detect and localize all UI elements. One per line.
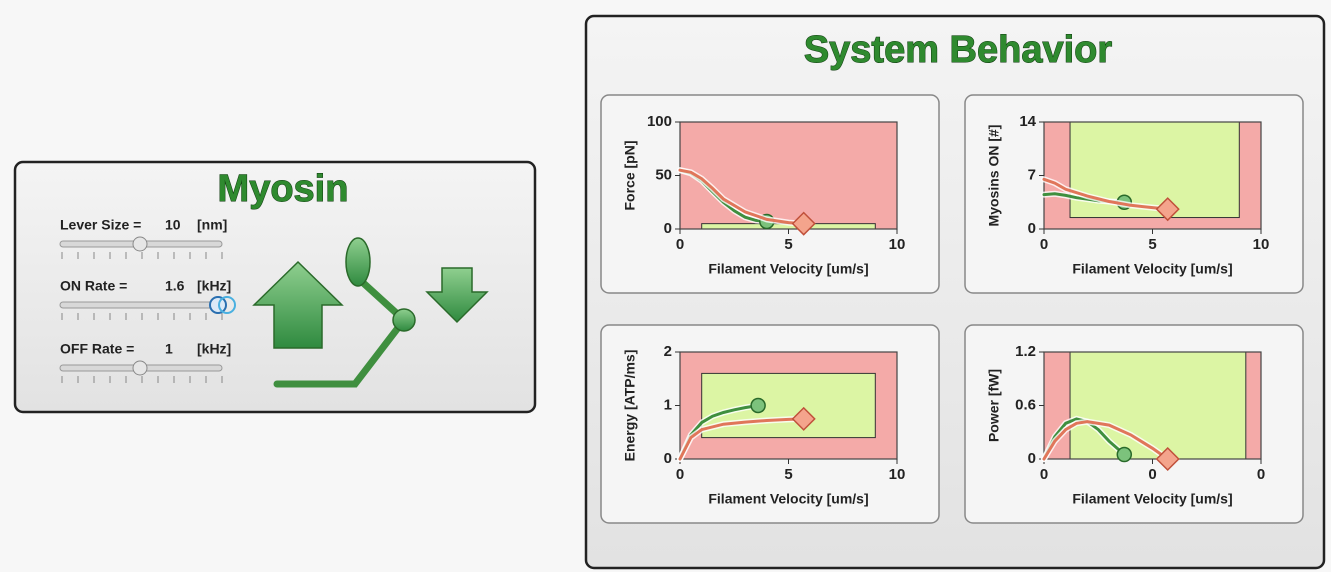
x-tick-label: 10 <box>889 236 906 253</box>
y-axis-title: Power [fW] <box>986 369 1002 442</box>
x-tick-label: 0 <box>1148 466 1156 483</box>
plot-background <box>680 122 897 229</box>
y-tick-label: 100 <box>647 113 672 130</box>
x-tick-label: 5 <box>784 236 792 253</box>
page: Myosin Lever Size =10[nm]ON Rate =1.6[kH… <box>0 0 1331 572</box>
x-tick-label: 0 <box>676 466 684 483</box>
y-tick-label: 1 <box>664 396 672 413</box>
control-label: OFF Rate = <box>60 341 134 357</box>
y-axis-title: Energy [ATP/ms] <box>622 350 638 462</box>
control-unit: [nm] <box>197 217 227 233</box>
x-axis-title: Filament Velocity [um/s] <box>1072 491 1232 507</box>
slider-knob[interactable] <box>133 237 147 251</box>
x-tick-label: 5 <box>1148 236 1156 253</box>
control-unit: [kHz] <box>197 341 231 357</box>
y-tick-label: 50 <box>655 166 672 183</box>
y-axis-title: Myosins ON [#] <box>986 125 1002 227</box>
control-label: ON Rate = <box>60 278 127 294</box>
target-region <box>1070 352 1246 459</box>
control-unit: [kHz] <box>197 278 231 294</box>
slider-track <box>60 302 222 308</box>
y-tick-label: 0 <box>664 220 672 237</box>
x-tick-label: 0 <box>676 236 684 253</box>
lever-joint <box>393 309 415 331</box>
system-title: System Behavior <box>804 29 1113 71</box>
end-marker <box>1117 448 1131 462</box>
y-tick-label: 0 <box>664 450 672 467</box>
screen: Myosin Lever Size =10[nm]ON Rate =1.6[kH… <box>0 0 1331 572</box>
control-value: 1 <box>165 341 173 357</box>
x-tick-label: 10 <box>1253 236 1270 253</box>
x-axis-title: Filament Velocity [um/s] <box>708 491 868 507</box>
control-value: 10 <box>165 217 181 233</box>
y-tick-label: 14 <box>1019 113 1036 130</box>
slider-knob[interactable] <box>133 361 147 375</box>
x-axis-title: Filament Velocity [um/s] <box>1072 261 1232 277</box>
x-axis-title: Filament Velocity [um/s] <box>708 261 868 277</box>
myosin-head <box>346 238 370 286</box>
y-tick-label: 7 <box>1028 166 1036 183</box>
x-tick-label: 5 <box>784 466 792 483</box>
y-axis-title: Force [pN] <box>622 141 638 211</box>
control-value: 1.6 <box>165 278 185 294</box>
target-region <box>702 373 876 437</box>
x-tick-label: 0 <box>1257 466 1265 483</box>
y-tick-label: 0 <box>1028 220 1036 237</box>
y-tick-label: 0 <box>1028 450 1036 467</box>
x-tick-label: 0 <box>1040 466 1048 483</box>
x-tick-label: 0 <box>1040 236 1048 253</box>
control-label: Lever Size = <box>60 217 141 233</box>
y-tick-label: 2 <box>664 343 672 360</box>
y-tick-label: 1.2 <box>1015 343 1036 360</box>
x-tick-label: 10 <box>889 466 906 483</box>
y-tick-label: 0.6 <box>1015 396 1036 413</box>
myosin-title: Myosin <box>218 168 349 210</box>
end-marker <box>751 399 765 413</box>
